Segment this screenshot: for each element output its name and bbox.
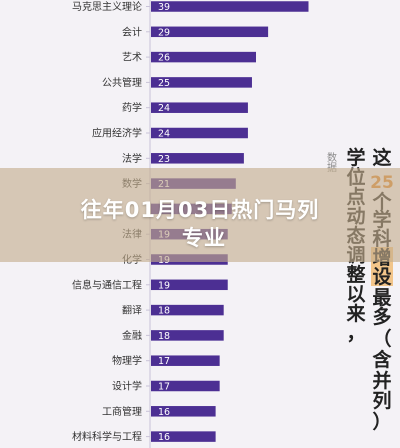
category-label: 法学 [122, 152, 142, 165]
vertical-headline-char: 以 [346, 284, 365, 306]
vertical-headline-char: 并 [372, 369, 391, 392]
bar [151, 431, 216, 442]
vertical-headline-char: 设 [372, 266, 391, 288]
bar [151, 51, 256, 63]
category-label: 药学 [122, 101, 142, 114]
bar [151, 380, 220, 392]
bar [151, 304, 224, 316]
bar [151, 330, 224, 341]
value-label: 17 [158, 382, 170, 393]
value-label: 19 [158, 280, 170, 291]
bar [151, 406, 216, 417]
bar [151, 127, 248, 139]
value-label: 24 [158, 129, 170, 140]
value-label: 17 [158, 356, 170, 367]
vertical-headline-char: 多 [372, 305, 391, 328]
vertical-headline-char: 最 [372, 287, 392, 309]
overlay-title: 往年01月03日热门马列 专业 [0, 196, 400, 252]
bar [151, 1, 309, 12]
vertical-headline-char: 来 [346, 303, 365, 325]
category-label: 物理学 [112, 354, 142, 367]
value-label: 16 [158, 432, 170, 443]
category-label: 马克思主义理论 [72, 0, 142, 13]
value-label: 29 [158, 27, 170, 38]
overlay-title-line1: 往年01月03日热门马列 [80, 198, 320, 222]
value-label: 25 [158, 78, 170, 89]
value-label: 18 [158, 306, 170, 317]
value-label: 26 [158, 53, 170, 64]
category-label: 会计 [122, 25, 142, 38]
vertical-note-text: 数据 [325, 151, 337, 173]
bar [151, 153, 244, 164]
value-label: 39 [158, 2, 170, 13]
category-label: 应用经济学 [92, 127, 142, 140]
vertical-headline-char: 整 [346, 263, 365, 286]
vertical-headline-char: ， [346, 323, 365, 345]
category-label: 艺术 [122, 52, 142, 64]
value-label: 18 [158, 331, 170, 342]
value-label: 16 [158, 407, 170, 418]
category-label: 材料科学与工程 [72, 430, 142, 443]
bar [151, 102, 248, 113]
overlay-title-line2: 专业 [182, 226, 226, 250]
vertical-headline-char: 列 [372, 390, 391, 412]
bar [151, 26, 269, 38]
category-label: 设计学 [112, 380, 142, 393]
vertical-headline-char: 学 [346, 146, 365, 169]
category-label: 信息与通信工程 [72, 278, 142, 291]
vertical-headline-char: ） [372, 410, 391, 433]
highlight-box [371, 266, 393, 286]
category-label: 工商管理 [102, 405, 142, 418]
bar [151, 279, 228, 291]
category-label: 金融 [122, 329, 142, 342]
bar [151, 355, 220, 366]
value-label: 23 [158, 154, 170, 165]
category-label: 翻译 [122, 305, 142, 317]
vertical-headline-char: （ [372, 327, 391, 350]
bar [151, 77, 252, 88]
vertical-headline-char: 含 [372, 348, 392, 371]
title-overlay-band [0, 168, 400, 262]
vertical-headline-char: 这 [372, 146, 391, 169]
category-label: 公共管理 [102, 76, 142, 89]
value-label: 24 [158, 103, 170, 114]
